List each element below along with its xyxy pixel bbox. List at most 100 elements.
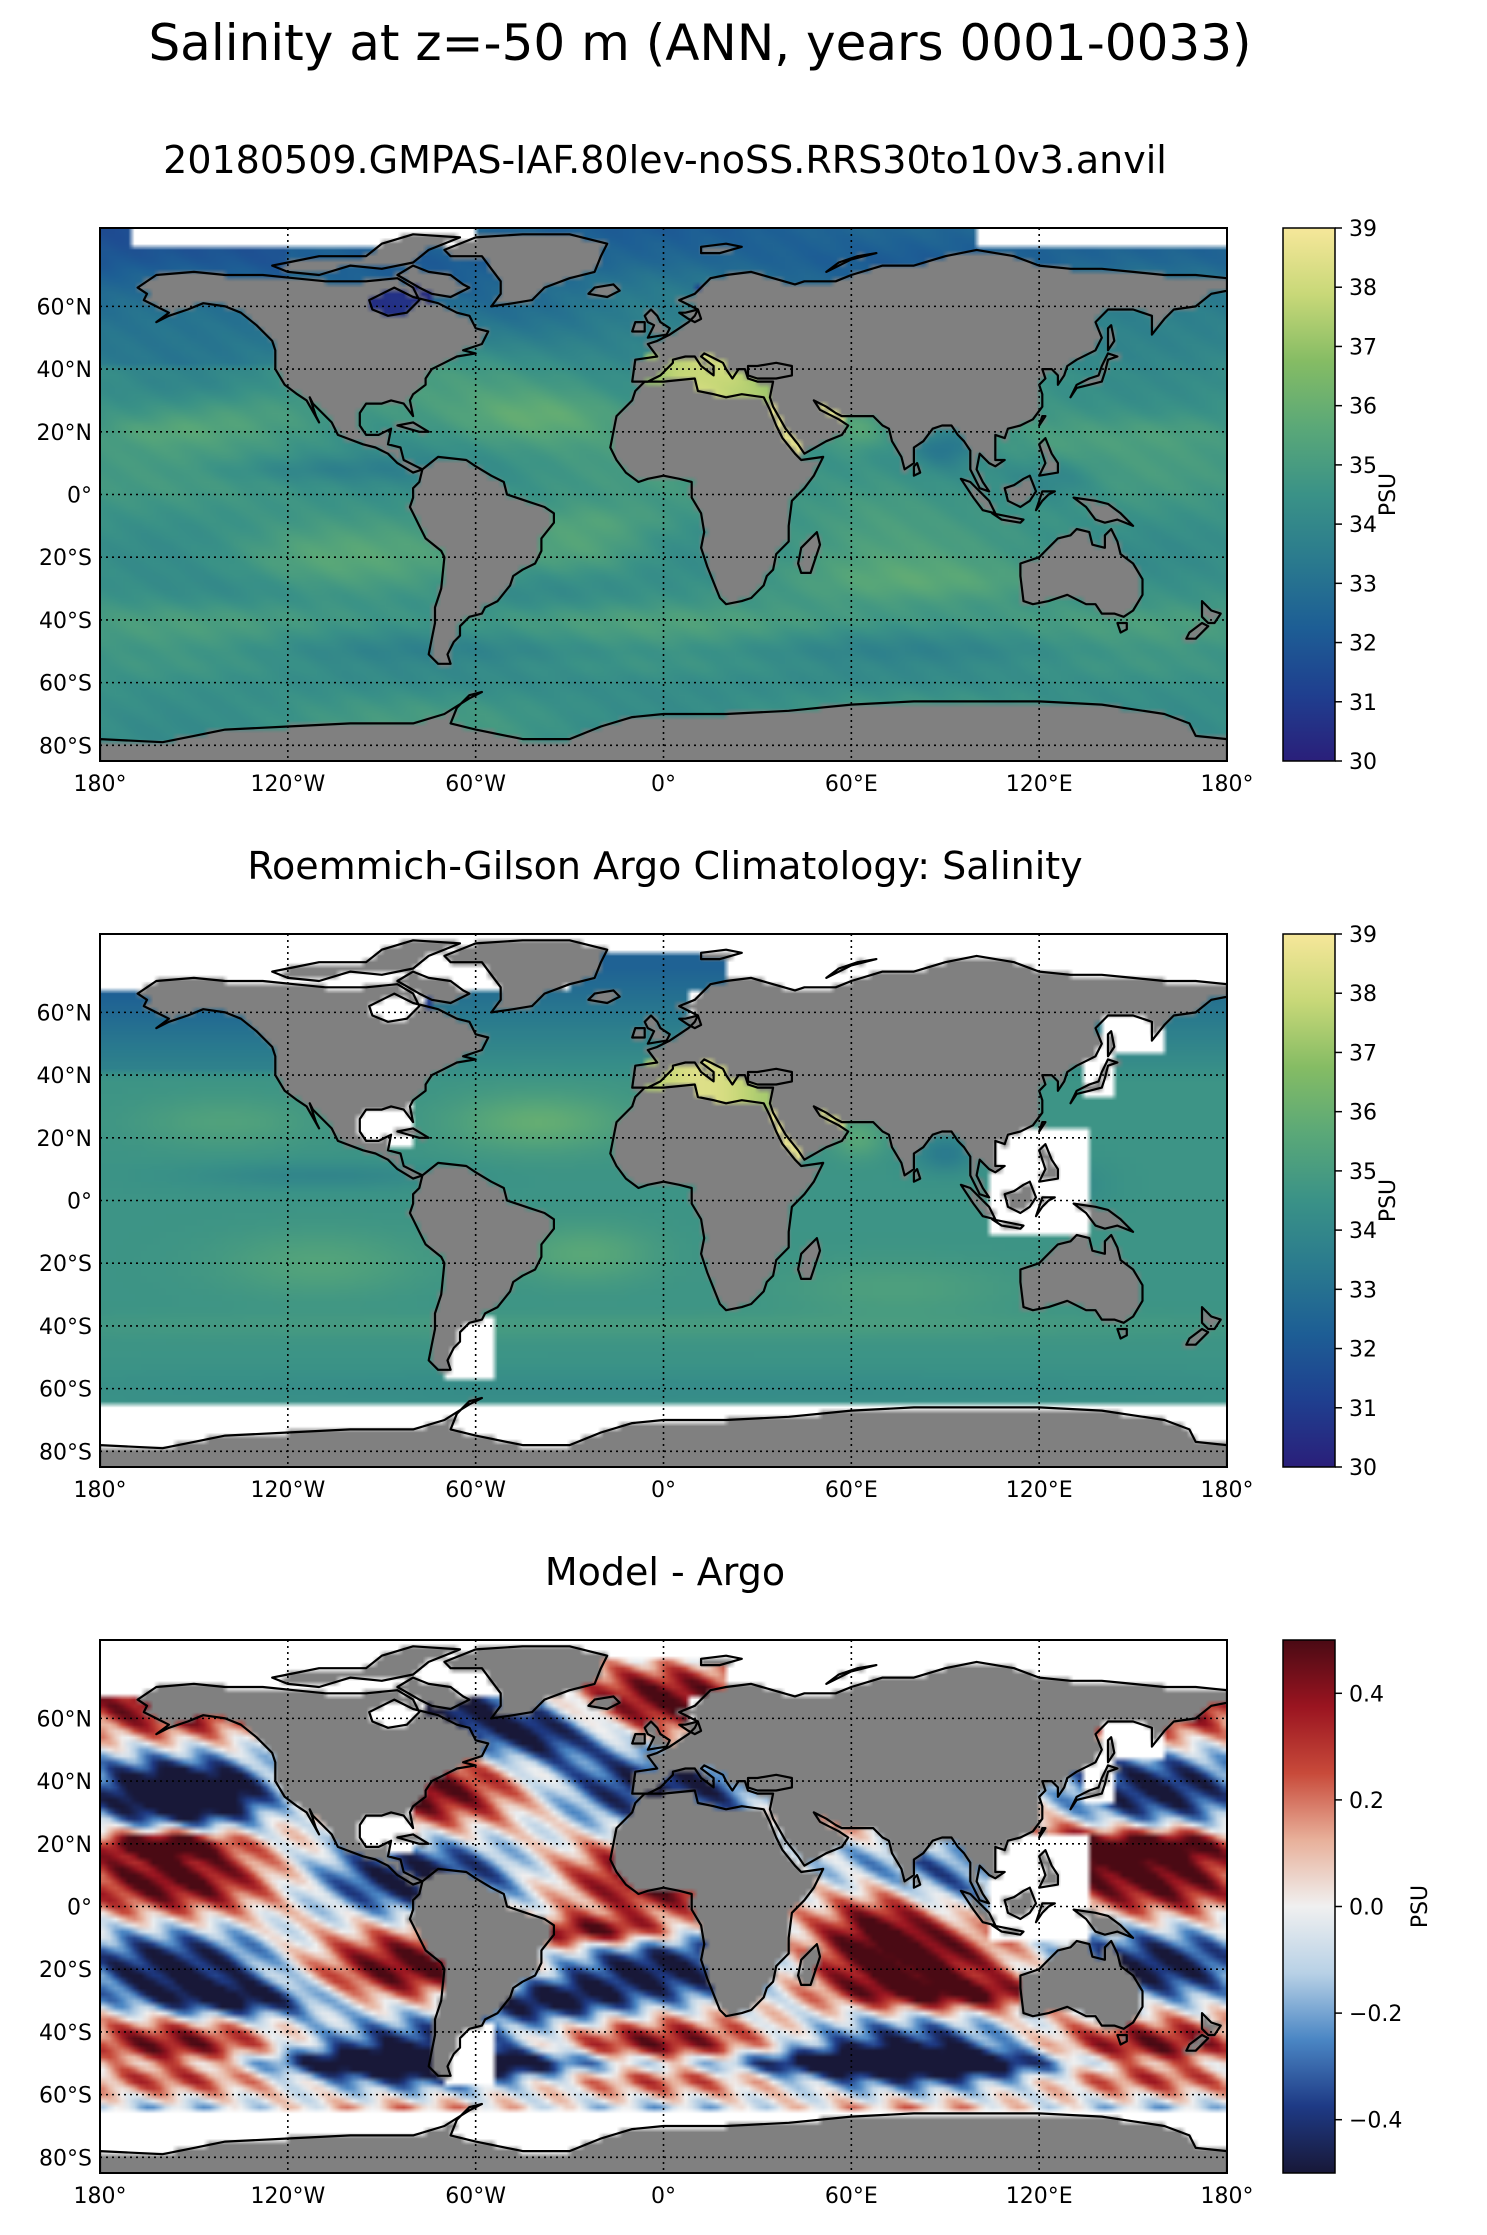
lon-tick-label: 0° bbox=[651, 772, 676, 797]
coastline-1 bbox=[443, 1645, 609, 1720]
lon-tick-label: 0° bbox=[651, 1478, 676, 1503]
lon-tick-label: 120°W bbox=[250, 772, 325, 797]
lat-tick-label: 40°S bbox=[39, 2021, 92, 2046]
coastline-23 bbox=[1116, 1327, 1128, 1340]
coastline-28 bbox=[396, 1127, 430, 1139]
coastline-2 bbox=[271, 233, 462, 277]
coastline-15 bbox=[1038, 415, 1047, 427]
coastline-18 bbox=[1003, 474, 1038, 509]
coastline-4 bbox=[408, 1161, 555, 1371]
coastline-28 bbox=[396, 1833, 430, 1845]
coastline-0 bbox=[136, 270, 490, 474]
coastline-22 bbox=[1019, 1939, 1144, 2030]
gridlines bbox=[100, 228, 1227, 761]
lat-tick-label: 20°N bbox=[37, 1127, 92, 1152]
lon-tick-label: 120°E bbox=[1006, 2184, 1073, 2209]
lon-tick-label: 60°W bbox=[445, 2184, 506, 2209]
lon-tick-label: 60°E bbox=[825, 1478, 878, 1503]
coastline-18 bbox=[1003, 1180, 1038, 1215]
coastline-8 bbox=[746, 1773, 793, 1792]
lat-tick-label: 60°N bbox=[37, 1707, 92, 1732]
coastline-21 bbox=[1072, 1202, 1135, 1233]
coastline-12 bbox=[587, 989, 621, 1005]
lon-tick-label: 180° bbox=[1201, 772, 1254, 797]
coastline-16 bbox=[1038, 1143, 1059, 1183]
coastline-20 bbox=[1034, 1196, 1056, 1218]
coastlines bbox=[100, 1645, 1227, 2173]
coastline-5 bbox=[609, 1789, 825, 2018]
colorbar-unit-label: PSU bbox=[1376, 1179, 1401, 1222]
colorbar-tick-label: 0.4 bbox=[1349, 1682, 1384, 1707]
coastline-4 bbox=[408, 455, 555, 665]
lat-tick-label: 80°S bbox=[39, 734, 92, 759]
coastline-30 bbox=[100, 690, 1227, 761]
coastline-21 bbox=[1072, 496, 1135, 527]
coastline-6 bbox=[797, 1943, 822, 1986]
coastline-3 bbox=[396, 1676, 471, 1711]
gridlines bbox=[100, 934, 1227, 1467]
lon-tick-label: 60°W bbox=[445, 772, 506, 797]
coastline-23 bbox=[1116, 2033, 1128, 2046]
coastline-5 bbox=[609, 377, 825, 606]
coastline-10 bbox=[643, 308, 671, 339]
coastline-19 bbox=[991, 512, 1025, 524]
coastline-12 bbox=[587, 1695, 621, 1711]
colorbar-tick-label: 35 bbox=[1349, 454, 1377, 479]
lat-tick-label: 40°N bbox=[37, 1064, 92, 1089]
colorbar-tick-label: 34 bbox=[1349, 513, 1377, 538]
coastline-24 bbox=[1200, 1306, 1222, 1331]
coastline-9 bbox=[678, 308, 703, 324]
colorbar-tick-label: 39 bbox=[1349, 217, 1377, 242]
coastline-23 bbox=[1116, 621, 1128, 634]
coastline-1 bbox=[443, 939, 609, 1014]
map-frame bbox=[99, 227, 1228, 762]
lon-tick-label: 180° bbox=[1201, 2184, 1254, 2209]
coastline-6 bbox=[797, 1237, 822, 1280]
coastline-3 bbox=[396, 970, 471, 1005]
coastline-0 bbox=[136, 1682, 490, 1886]
coastline-10 bbox=[643, 1014, 671, 1045]
lat-tick-label: 20°S bbox=[39, 1958, 92, 1983]
lat-tick-label: 60°S bbox=[39, 672, 92, 697]
lat-tick-label: 60°S bbox=[39, 1378, 92, 1403]
colorbar-tick-label: 38 bbox=[1349, 982, 1377, 1007]
coastline-5 bbox=[609, 1083, 825, 1312]
coastline-6 bbox=[797, 531, 822, 574]
coastline-19 bbox=[991, 1924, 1025, 1936]
coastline-24 bbox=[1200, 2012, 1222, 2037]
coastline-22 bbox=[1019, 1233, 1144, 1324]
coastline-11 bbox=[631, 1027, 646, 1039]
coastline-15 bbox=[1038, 1827, 1047, 1839]
colorbar bbox=[1282, 1639, 1336, 2174]
colorbar-tick-label: 31 bbox=[1349, 1397, 1377, 1422]
panel-title-obs: Roemmich-Gilson Argo Climatology: Salini… bbox=[247, 844, 1083, 888]
lon-tick-label: 120°E bbox=[1006, 772, 1073, 797]
lat-tick-label: 0° bbox=[67, 484, 92, 509]
coastline-14 bbox=[1106, 1030, 1116, 1058]
coastline-11 bbox=[631, 321, 646, 333]
lon-tick-label: 180° bbox=[74, 2184, 127, 2209]
coastlines bbox=[100, 939, 1227, 1467]
colorbar-tick-label: 33 bbox=[1349, 1278, 1377, 1303]
coastline-27 bbox=[825, 1664, 878, 1685]
coastline-20 bbox=[1034, 1902, 1056, 1924]
colorbar-tick-label: 37 bbox=[1349, 1041, 1377, 1066]
coastline-2 bbox=[271, 1645, 462, 1689]
colorbar-tick-label: 32 bbox=[1349, 1338, 1377, 1363]
lat-tick-label: 60°S bbox=[39, 2084, 92, 2109]
coastline-25 bbox=[1185, 2033, 1210, 2052]
lon-tick-label: 180° bbox=[74, 772, 127, 797]
lon-tick-label: 120°E bbox=[1006, 1478, 1073, 1503]
coastline-26 bbox=[700, 242, 743, 255]
lat-tick-label: 20°N bbox=[37, 421, 92, 446]
coastline-13 bbox=[1069, 1058, 1119, 1105]
coastline-29 bbox=[912, 462, 922, 477]
coastline-26 bbox=[700, 1654, 743, 1667]
coastline-10 bbox=[643, 1720, 671, 1751]
colorbar-tick-label: 30 bbox=[1349, 750, 1377, 775]
coastline-27 bbox=[825, 958, 878, 979]
lat-tick-label: 80°S bbox=[39, 1440, 92, 1465]
lat-tick-label: 60°N bbox=[37, 1001, 92, 1026]
coastline-0 bbox=[136, 976, 490, 1180]
